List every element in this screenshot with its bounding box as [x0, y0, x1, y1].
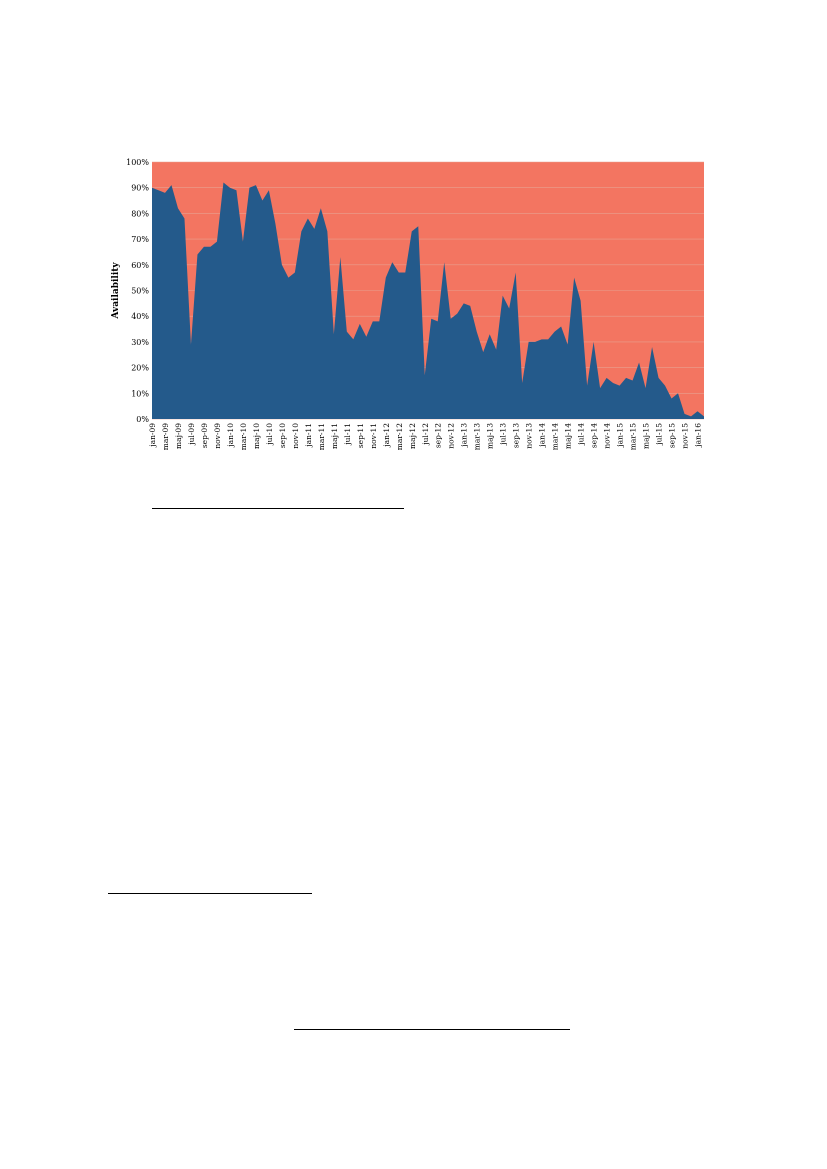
x-tick-label: mar-10 [239, 423, 248, 450]
x-tick-label: sep-09 [200, 423, 209, 448]
x-tick-label: mar-15 [629, 423, 638, 450]
y-axis-ticks: 0% 10% 20% 30% 40% 50% 60% 70% 80% 90% 100% [126, 158, 149, 424]
x-tick-label: nov-11 [369, 423, 378, 449]
x-tick-label: jan-15 [616, 423, 625, 448]
y-tick-label: 50% [131, 287, 149, 296]
x-tick-label: sep-12 [434, 423, 443, 448]
x-tick-label: jan-12 [382, 423, 391, 448]
y-axis-label: Availability [111, 262, 121, 320]
x-tick-label: mar-11 [317, 423, 326, 450]
x-tick-label: jul-13 [499, 423, 508, 446]
y-tick-label: 90% [131, 184, 149, 193]
x-tick-label: jul-14 [577, 423, 586, 446]
x-tick-label: nov-12 [447, 423, 456, 449]
y-tick-label: 0% [136, 415, 149, 424]
y-tick-label: 80% [131, 209, 149, 218]
x-tick-label: nov-10 [291, 423, 300, 449]
x-tick-label: mar-09 [161, 423, 170, 450]
x-tick-label: maj-14 [564, 423, 573, 449]
y-tick-label: 10% [131, 389, 149, 398]
x-tick-label: jan-14 [538, 423, 547, 448]
x-tick-label: maj-11 [330, 423, 339, 449]
availability-chart: 0% 10% 20% 30% 40% 50% 60% 70% 80% 90% 100% jan-09… [111, 158, 704, 450]
x-tick-label: sep-15 [668, 423, 677, 448]
x-tick-label: jul-09 [187, 423, 196, 446]
x-tick-label: jan-13 [460, 423, 469, 448]
x-tick-label: maj-12 [408, 423, 417, 449]
y-tick-label: 30% [131, 338, 149, 347]
x-tick-label: maj-15 [642, 423, 651, 449]
link-underline [294, 1029, 570, 1030]
x-tick-label: jul-12 [421, 423, 430, 446]
x-tick-label: jan-09 [148, 423, 157, 448]
x-tick-label: sep-13 [512, 423, 521, 448]
x-tick-label: nov-15 [681, 423, 690, 449]
availability-area [152, 182, 704, 419]
y-tick-label: 60% [131, 261, 149, 270]
y-tick-label: 100% [126, 158, 149, 167]
footnote-rule [108, 893, 312, 894]
x-tick-label: nov-09 [213, 423, 222, 449]
x-tick-label: maj-10 [252, 423, 261, 449]
y-tick-label: 20% [131, 364, 149, 373]
x-tick-label: sep-14 [590, 423, 599, 448]
x-tick-label: sep-10 [278, 423, 287, 448]
x-tick-label: mar-14 [551, 423, 560, 450]
x-tick-label: sep-11 [356, 423, 365, 448]
x-tick-label: jul-10 [265, 423, 274, 446]
x-tick-label: jul-11 [343, 423, 352, 446]
x-tick-label: nov-13 [525, 423, 534, 449]
x-tick-label: jan-11 [304, 423, 313, 448]
y-tick-label: 70% [131, 235, 149, 244]
x-tick-label: mar-12 [395, 423, 404, 450]
y-tick-label: 40% [131, 312, 149, 321]
x-tick-label: nov-14 [603, 423, 612, 449]
x-tick-label: jul-15 [655, 423, 664, 446]
x-tick-label: jan-16 [694, 423, 703, 448]
x-tick-label: maj-09 [174, 423, 183, 449]
x-tick-label: jan-10 [226, 423, 235, 448]
x-tick-label: mar-13 [473, 423, 482, 450]
x-axis-ticks: jan-09 mar-09 maj-09 jul-09 sep-09 nov-09 jan-… [148, 423, 703, 450]
x-tick-label: maj-13 [486, 423, 495, 449]
separator-rule-1 [152, 508, 404, 509]
